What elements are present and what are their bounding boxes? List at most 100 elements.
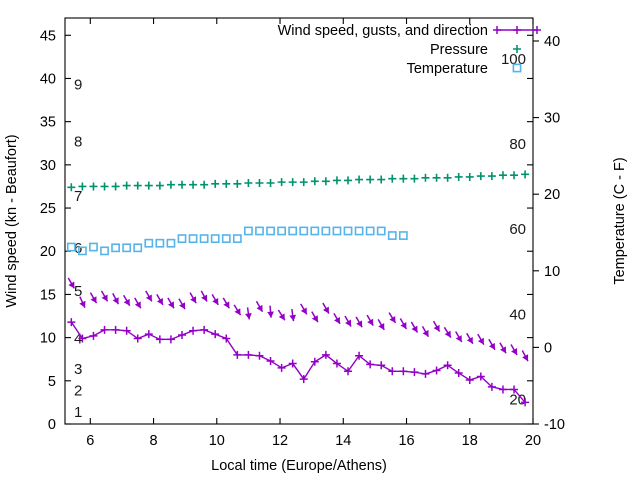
- temperature-marker: [155, 238, 165, 248]
- x-axis-tick-label: 10: [209, 433, 225, 449]
- gust-direction-arrow: [211, 293, 219, 306]
- temperature-marker: [77, 246, 87, 256]
- y2-axis-tick-label: 40: [544, 34, 560, 50]
- pressure-marker: [399, 174, 408, 183]
- temperature-marker: [365, 226, 375, 236]
- wind-speed-marker: [487, 382, 496, 391]
- gust-direction-arrow: [277, 309, 286, 321]
- x-axis-tick-label: 16: [398, 433, 414, 449]
- pressure-marker: [233, 179, 242, 188]
- fahrenheit-label-20: 20: [509, 392, 526, 409]
- gust-direction-arrow: [100, 290, 109, 302]
- pressure-marker: [288, 178, 297, 187]
- beaufort-label-3: 3: [74, 361, 82, 378]
- pressure-marker: [111, 182, 120, 191]
- wind-speed-marker: [399, 367, 408, 376]
- x-axis-title: Local time (Europe/Athens): [211, 458, 387, 474]
- temperature-marker: [111, 243, 120, 253]
- y-axis-tick-label: 15: [40, 287, 56, 303]
- gust-direction-arrow: [200, 290, 208, 302]
- beaufort-label-9: 9: [74, 77, 82, 94]
- gust-direction-arrow: [410, 321, 419, 333]
- pressure-marker: [388, 174, 397, 183]
- temperature-marker: [244, 226, 253, 236]
- legend-sample-marker-0: [533, 26, 541, 34]
- gust-direction-arrow: [89, 292, 98, 304]
- pressure-marker: [321, 177, 330, 186]
- legend-sample-marker-2: [512, 63, 522, 73]
- beaufort-label-7: 7: [74, 188, 82, 205]
- wind-speed-marker: [454, 369, 463, 378]
- pressure-marker: [476, 172, 485, 181]
- legend-sample-marker-0: [493, 26, 501, 34]
- gust-direction-arrow: [156, 293, 164, 306]
- wind-speed-marker: [200, 325, 209, 334]
- beaufort-label-1: 1: [74, 404, 82, 421]
- wind-speed-marker: [89, 331, 98, 340]
- temperature-marker: [321, 226, 331, 236]
- pressure-marker: [222, 179, 231, 188]
- wind-speed-marker: [122, 326, 131, 335]
- gust-direction-arrow: [178, 298, 186, 310]
- temperature-marker: [199, 234, 209, 244]
- gust-direction-arrow: [355, 316, 363, 328]
- temperature-marker: [144, 238, 154, 248]
- x-axis-tick-label: 18: [462, 433, 478, 449]
- temperature-marker: [122, 243, 132, 253]
- temperature-marker: [188, 234, 198, 244]
- gust-direction-arrow: [455, 331, 463, 343]
- wind-speed-marker: [443, 361, 452, 370]
- pressure-marker: [299, 178, 308, 187]
- pressure-marker: [355, 175, 364, 184]
- gust-direction-arrow: [233, 304, 242, 316]
- fahrenheit-label-80: 80: [509, 136, 526, 153]
- temperature-marker: [398, 231, 408, 240]
- pressure-marker: [166, 180, 175, 189]
- wind-speed-marker: [155, 335, 164, 344]
- pressure-marker: [344, 176, 353, 185]
- temperature-marker: [221, 234, 231, 244]
- gust-direction-arrow: [477, 333, 485, 345]
- gust-direction-arrow: [421, 325, 430, 338]
- gust-direction-arrow: [255, 300, 264, 313]
- gust-direction-arrow: [443, 326, 452, 338]
- temperature-marker: [332, 226, 342, 236]
- pressure-marker: [410, 174, 419, 183]
- pressure-marker: [144, 181, 153, 190]
- y2-axis-tick-label: 30: [544, 111, 560, 127]
- beaufort-label-5: 5: [74, 283, 82, 300]
- gust-direction-arrow: [388, 312, 397, 324]
- y-axis-tick-label: 10: [40, 331, 56, 347]
- gust-direction-arrow: [189, 292, 197, 304]
- y-axis-tick-label: 0: [48, 417, 56, 433]
- wind-speed-marker: [144, 330, 153, 339]
- wind-speed-marker: [344, 367, 353, 376]
- wind-speed-marker: [288, 359, 297, 368]
- pressure-marker: [277, 178, 286, 187]
- temperature-marker: [288, 226, 298, 236]
- wind-speed-marker: [521, 398, 530, 407]
- pressure-marker: [133, 181, 142, 190]
- wind-speed-marker: [410, 368, 419, 377]
- gust-direction-arrow: [333, 312, 341, 325]
- wind-speed-marker: [432, 366, 441, 375]
- gust-direction-arrow: [499, 342, 507, 354]
- gust-direction-arrow: [377, 319, 385, 331]
- gust-direction-arrow: [488, 338, 496, 351]
- x-axis-tick-label: 8: [150, 433, 158, 449]
- gust-direction-arrow: [510, 344, 518, 356]
- fahrenheit-label-40: 40: [509, 307, 526, 324]
- wind-speed-marker: [310, 357, 319, 366]
- legend-label-0: Wind speed, gusts, and direction: [278, 23, 488, 39]
- pressure-marker: [510, 171, 519, 180]
- pressure-marker: [454, 172, 463, 181]
- gust-direction-arrow: [245, 307, 252, 320]
- wind-speed-marker: [67, 318, 76, 327]
- gust-direction-arrow: [167, 297, 175, 309]
- pressure-marker: [465, 172, 474, 181]
- temperature-marker: [177, 234, 187, 244]
- temperature-marker: [343, 226, 353, 236]
- pressure-marker: [122, 181, 131, 190]
- temperature-marker: [166, 238, 176, 248]
